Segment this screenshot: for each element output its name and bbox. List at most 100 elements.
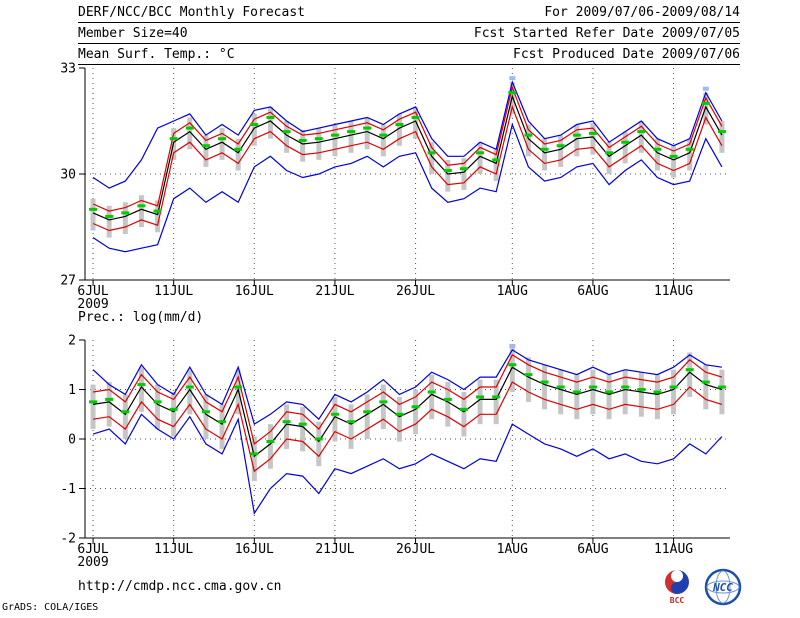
max-line <box>92 80 723 189</box>
ensemble-spread-bar <box>622 131 628 164</box>
x-tick-label: 1AUG <box>497 542 528 557</box>
header-row-1: DERF/NCC/BCC Monthly Forecast For 2009/0… <box>78 2 740 23</box>
x-tick-label: 26JUL <box>396 284 435 299</box>
y-tick-label: 0 <box>68 433 76 448</box>
ensemble-spread-bar <box>525 124 531 157</box>
ensemble-spread-bar <box>574 374 580 420</box>
ensemble-spread-bar <box>267 424 273 469</box>
ensemble-spread-bar <box>493 149 499 182</box>
x-tick-label: 21JUL <box>315 542 354 557</box>
ensemble-spread-bar <box>284 404 290 449</box>
bcc-logo: BCC <box>660 568 694 605</box>
max-line <box>92 349 722 426</box>
x-tick-label: 1AUG <box>497 284 528 299</box>
ensemble-spread-bar <box>396 113 402 146</box>
min-line <box>92 122 723 253</box>
header: DERF/NCC/BCC Monthly Forecast For 2009/0… <box>78 2 740 65</box>
ensemble-spread-bar <box>364 394 370 439</box>
ensemble-spread-bar <box>203 135 209 167</box>
header-row-2: Member Size=40 Fcst Started Refer Date 2… <box>78 23 740 44</box>
ensemble-spread-bar <box>590 122 596 155</box>
ensemble-spread-bar <box>542 138 548 171</box>
x-tick-label: 26JUL <box>396 542 435 557</box>
ensemble-spread-bar <box>187 369 193 415</box>
ensemble-spread-bar <box>251 113 257 146</box>
chart-title: DERF/NCC/BCC Monthly Forecast <box>78 5 305 20</box>
ensemble-spread-bar <box>558 369 564 415</box>
ensemble-spread-bar <box>300 129 306 162</box>
source-url: http://cmdp.ncc.cma.gov.cn <box>78 579 282 594</box>
ensemble-spread-bar <box>477 379 483 425</box>
ensemble-spread-bar <box>316 128 322 160</box>
ensemble-spread-bar <box>106 205 112 238</box>
refer-date-label: Fcst Started Refer Date 2009/07/05 <box>473 26 740 41</box>
x-tick-label: 11AUG <box>654 284 693 299</box>
ensemble-spread-bar <box>525 357 531 402</box>
ensemble-spread-bar <box>509 347 515 392</box>
x-tick-label: 6JUL <box>77 542 108 557</box>
mean-line <box>92 94 723 221</box>
ensemble-spread-bar <box>90 384 96 430</box>
x-tick-label: 16JUL <box>235 542 274 557</box>
upper-quartile-line <box>92 85 723 212</box>
upper-quartile-line <box>93 354 723 445</box>
ensemble-spread-bar <box>284 121 290 153</box>
ensemble-spread-bar <box>606 374 612 420</box>
ensemble-spread-bar <box>219 404 225 449</box>
ensemble-spread-bar <box>671 369 677 415</box>
ensemble-spread-bar <box>719 121 725 153</box>
x-tick-year-label: 2009 <box>77 297 108 312</box>
bcc-logo-icon <box>665 570 689 594</box>
x-tick-label: 11JUL <box>154 542 193 557</box>
ncc-logo-label: NCC <box>712 581 733 594</box>
ensemble-spread-bar <box>445 159 451 192</box>
ensemble-spread-bar <box>106 382 112 427</box>
ncc-logo: NCC <box>704 568 742 606</box>
ensemble-spread-bar <box>542 364 548 410</box>
ensemble-spread-bar <box>429 142 435 174</box>
ensemble-spread-bar <box>138 195 144 227</box>
ncc-logo-icon: NCC <box>704 568 742 606</box>
ensemble-spread-bar <box>558 135 564 167</box>
x-tick-label: 11JUL <box>154 284 193 299</box>
ensemble-spread-bar <box>654 138 660 171</box>
ensemble-spread-bar <box>719 369 725 415</box>
ensemble-spread-bar <box>219 128 225 160</box>
member-size-label: Member Size=40 <box>78 26 188 41</box>
ensemble-spread-bar <box>122 394 128 439</box>
ensemble-spread-bar <box>413 389 419 435</box>
y-tick-label: 2 <box>68 334 76 349</box>
ensemble-spread-bar <box>348 121 354 153</box>
x-tick-label: 6AUG <box>577 542 608 557</box>
y-tick-label: -1 <box>60 482 76 497</box>
grads-credit: GrADS: COLA/IGES <box>2 602 99 613</box>
lower-quartile-line <box>93 381 723 473</box>
ensemble-spread-bar <box>687 138 693 171</box>
temp-panel-title: Mean Surf. Temp.: °C <box>78 47 235 62</box>
ensemble-spread-bar <box>445 382 451 427</box>
y-tick-label: -2 <box>60 532 76 547</box>
ensemble-spread-bar <box>203 394 209 439</box>
ensemble-spread-bar <box>155 200 161 233</box>
ensemble-spread-bar <box>235 138 241 171</box>
ensemble-spread-bar <box>493 379 499 425</box>
x-tick-label: 21JUL <box>315 284 354 299</box>
x-tick-label: 6AUG <box>577 284 608 299</box>
x-tick-label: 6JUL <box>77 284 108 299</box>
min-line <box>92 413 723 515</box>
produced-date-label: Fcst Produced Date 2009/07/06 <box>513 47 740 62</box>
ensemble-spread-bar <box>638 372 644 417</box>
ensemble-spread-bar <box>267 106 273 139</box>
ensemble-spread-bar <box>251 436 257 482</box>
ensemble-spread-bar <box>187 117 193 150</box>
precip-panel-title: Prec.: log(mm/d) <box>78 310 204 325</box>
ensemble-spread-bar <box>413 106 419 139</box>
ensemble-spread-bar <box>590 369 596 415</box>
ensemble-spread-bar <box>606 142 612 174</box>
y-tick-label: 27 <box>60 274 76 289</box>
ensemble-spread-bar <box>461 391 467 437</box>
bcc-logo-label: BCC <box>669 596 685 605</box>
ensemble-spread-bar <box>122 202 128 235</box>
